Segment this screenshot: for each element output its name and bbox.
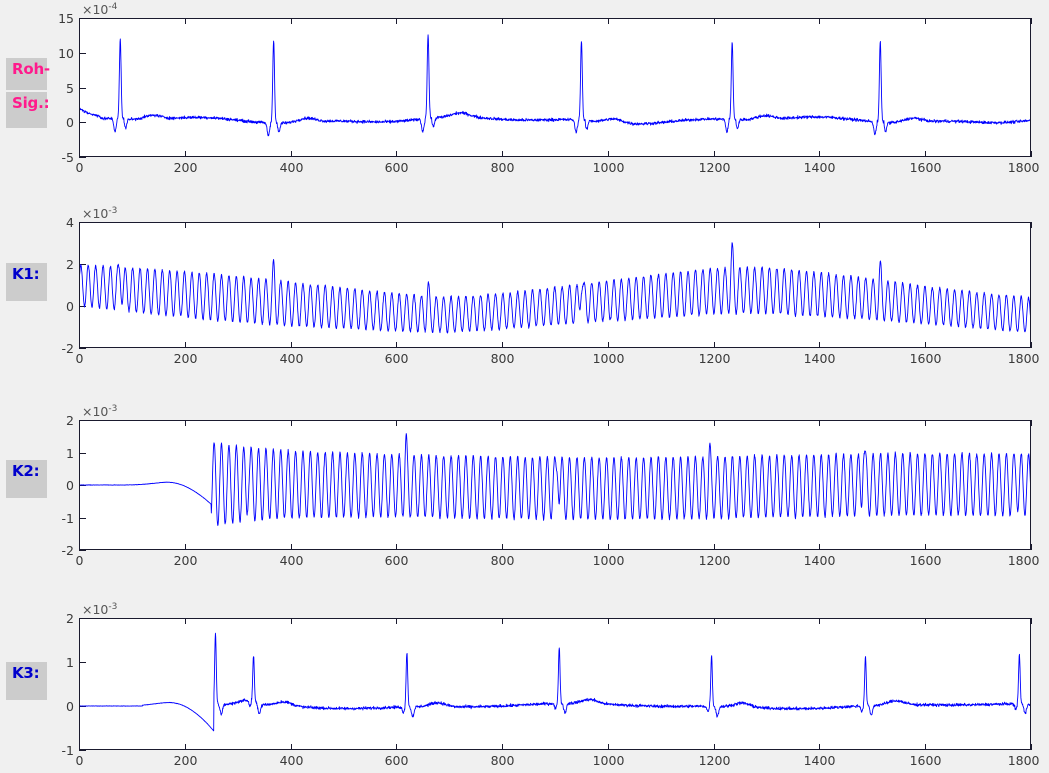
x-tick-label: 200 [174,753,198,768]
y-tick-label: 15 [58,11,74,26]
x-tick-label: 1600 [910,160,942,175]
raw-signal-label-line1: Roh- [6,58,50,90]
x-tick-label: 1600 [910,753,942,768]
x-tick-label: 1800 [1008,553,1040,568]
x-tick-label: 0 [76,753,84,768]
x-tick-label: 200 [174,351,198,366]
x-tick-label: 1200 [699,351,731,366]
y-tick-label: -2 [62,543,74,558]
y-tick-label: 0 [66,699,74,714]
x-tick-label: 0 [76,351,84,366]
x-tick-label: 1400 [804,553,836,568]
x-tick-label: 1200 [699,753,731,768]
plot-frame [79,618,1031,750]
y-axis-exponent: ×10-4 [82,2,118,17]
plot-frame [79,18,1031,157]
x-tick-label: 200 [174,160,198,175]
x-tick-label: 0 [76,553,84,568]
x-tick-label: 400 [280,753,304,768]
x-tick-label: 1800 [1008,160,1040,175]
x-tick-label: 600 [385,753,409,768]
y-axis-exponent: ×10-3 [82,404,117,419]
x-tick-label: 1000 [593,753,625,768]
x-tick-label: 1600 [910,351,942,366]
x-tick-label: 1200 [699,160,731,175]
y-tick-label: 4 [66,215,74,230]
channel-label-k1: K1: [6,263,47,301]
y-tick-label: 0 [66,478,74,493]
x-tick-label: 1000 [593,553,625,568]
y-tick-label: 1 [66,655,74,670]
y-tick-label: 2 [66,611,74,626]
y-tick-label: 2 [66,257,74,272]
x-tick-label: 800 [491,753,515,768]
y-tick-label: -1 [62,511,74,526]
signal-trace-k1 [80,242,1030,334]
x-tick-label: 800 [491,351,515,366]
x-tick-label: 400 [280,553,304,568]
x-tick-label: 400 [280,351,304,366]
channel-label-k2: K2: [6,460,47,498]
x-tick-label: 800 [491,160,515,175]
x-tick-label: 1400 [804,753,836,768]
plot-frame [79,420,1031,550]
signal-trace-k2 [80,433,1030,526]
x-tick-label: 1800 [1008,753,1040,768]
x-tick-label: 1000 [593,351,625,366]
signal-trace-k3 [80,632,1030,732]
x-tick-label: 400 [280,160,304,175]
y-tick-label: 0 [66,115,74,130]
y-tick-label: -2 [62,341,74,356]
signal-trace-raw-signal [80,34,1030,137]
y-axis-exponent: ×10-3 [82,602,117,617]
y-tick-label: 10 [58,46,74,61]
channel-label-k3: K3: [6,662,47,700]
y-tick-label: 0 [66,299,74,314]
y-tick-label: 1 [66,446,74,461]
x-tick-label: 600 [385,351,409,366]
plot-frame [79,222,1031,348]
x-tick-label: 1400 [804,160,836,175]
y-tick-label: -1 [62,743,74,758]
x-tick-label: 1600 [910,553,942,568]
x-tick-label: 1200 [699,553,731,568]
y-axis-exponent: ×10-3 [82,206,117,221]
x-tick-label: 1400 [804,351,836,366]
x-tick-label: 0 [76,160,84,175]
x-tick-label: 800 [491,553,515,568]
y-tick-label: 2 [66,413,74,428]
y-tick-label: 5 [66,81,74,96]
x-tick-label: 600 [385,160,409,175]
x-tick-label: 600 [385,553,409,568]
raw-signal-label-line2: Sig.: [6,92,50,128]
x-tick-label: 200 [174,553,198,568]
y-tick-label: -5 [62,150,74,165]
x-tick-label: 1000 [593,160,625,175]
x-tick-label: 1800 [1008,351,1040,366]
